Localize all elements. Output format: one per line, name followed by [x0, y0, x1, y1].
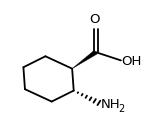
Text: 2: 2 — [118, 104, 124, 114]
Text: NH: NH — [101, 99, 121, 111]
Polygon shape — [72, 50, 97, 69]
Text: O: O — [90, 13, 100, 26]
Text: OH: OH — [122, 55, 142, 68]
